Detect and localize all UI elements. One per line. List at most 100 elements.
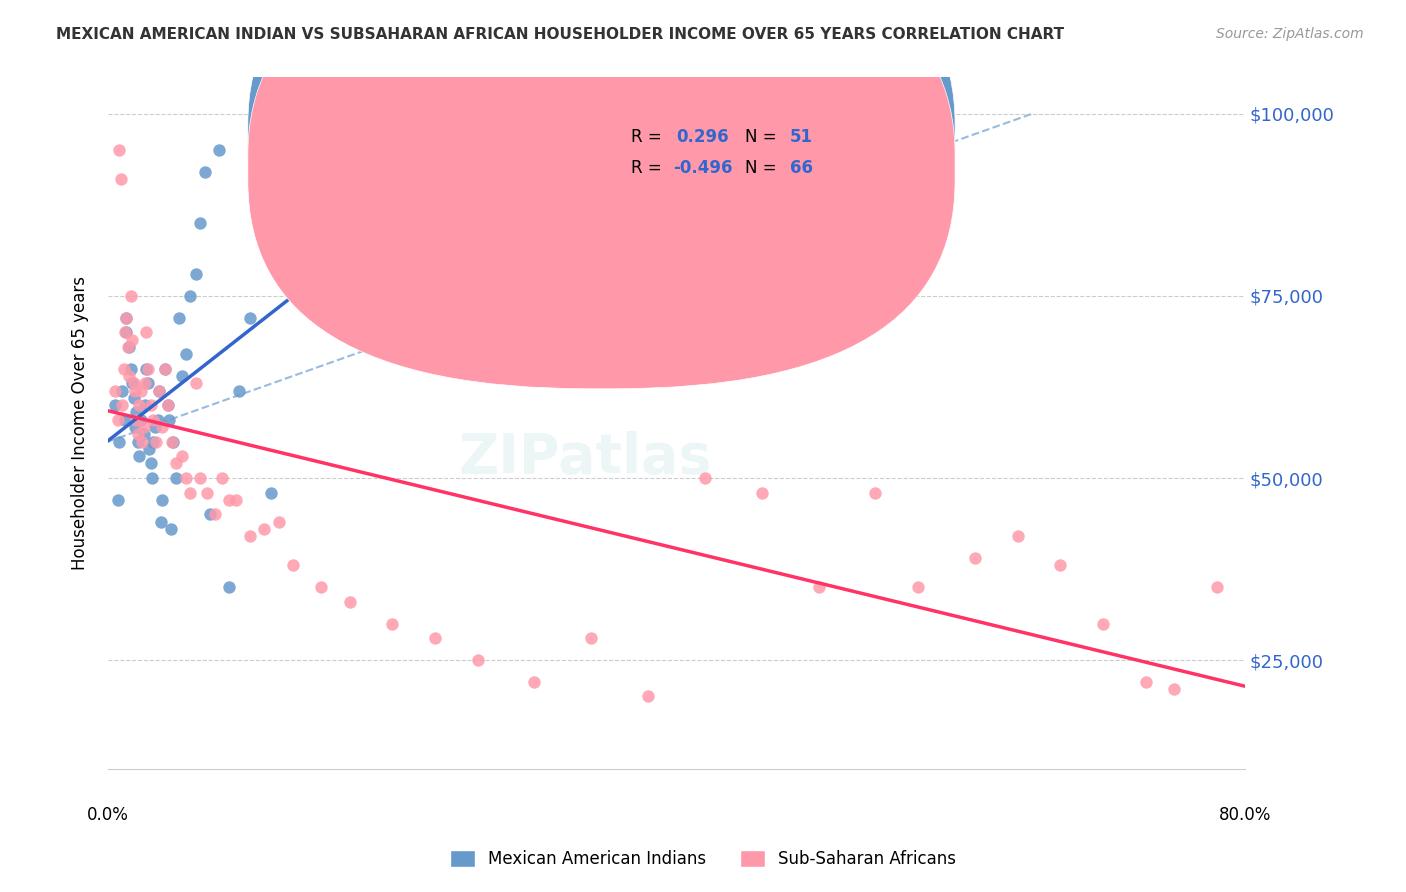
Point xyxy=(135,326,157,340)
Point xyxy=(153,361,176,376)
Point xyxy=(309,580,332,594)
Point xyxy=(309,289,332,303)
Point xyxy=(159,522,181,536)
Point xyxy=(353,158,375,172)
Point xyxy=(127,434,149,449)
Point xyxy=(142,413,165,427)
Point xyxy=(218,492,240,507)
Point xyxy=(141,471,163,485)
Point xyxy=(148,384,170,398)
Point xyxy=(157,413,180,427)
Point xyxy=(107,492,129,507)
Text: Source: ZipAtlas.com: Source: ZipAtlas.com xyxy=(1216,27,1364,41)
Point xyxy=(104,384,127,398)
Point xyxy=(179,485,201,500)
Point xyxy=(132,420,155,434)
Point xyxy=(115,326,138,340)
Point xyxy=(125,413,148,427)
Point xyxy=(148,384,170,398)
Point xyxy=(104,398,127,412)
Point xyxy=(170,449,193,463)
Point xyxy=(127,427,149,442)
Point xyxy=(260,485,283,500)
Y-axis label: Householder Income Over 65 years: Householder Income Over 65 years xyxy=(72,277,89,570)
Legend: Mexican American Indians, Sub-Saharan Africans: Mexican American Indians, Sub-Saharan Af… xyxy=(443,843,963,875)
Point xyxy=(204,508,226,522)
Point xyxy=(807,580,830,594)
Point xyxy=(114,413,136,427)
Point xyxy=(145,434,167,449)
Point xyxy=(136,361,159,376)
Point xyxy=(136,376,159,391)
Point xyxy=(865,485,887,500)
Point xyxy=(693,471,716,485)
Point xyxy=(423,632,446,646)
Point xyxy=(149,515,172,529)
Point xyxy=(228,384,250,398)
Point xyxy=(239,529,262,543)
Point xyxy=(117,340,139,354)
Point xyxy=(129,413,152,427)
Point xyxy=(467,653,489,667)
Point xyxy=(122,376,145,391)
Text: ZIPatlas: ZIPatlas xyxy=(458,431,713,485)
Text: 66: 66 xyxy=(790,159,813,178)
Text: 51: 51 xyxy=(790,128,813,146)
Text: N =: N = xyxy=(745,128,782,146)
Point xyxy=(156,398,179,412)
Point xyxy=(1049,558,1071,573)
Point xyxy=(121,333,143,347)
Point xyxy=(907,580,929,594)
Point xyxy=(139,398,162,412)
Point xyxy=(115,310,138,325)
Text: R =: R = xyxy=(631,159,666,178)
Point xyxy=(122,391,145,405)
Point xyxy=(167,310,190,325)
Point xyxy=(211,471,233,485)
Point xyxy=(124,420,146,434)
Point xyxy=(146,413,169,427)
Point xyxy=(751,485,773,500)
Point xyxy=(128,398,150,412)
Point xyxy=(174,471,197,485)
Point xyxy=(129,384,152,398)
Point xyxy=(115,310,138,325)
Point xyxy=(170,369,193,384)
Point xyxy=(132,427,155,442)
Point xyxy=(156,398,179,412)
Point xyxy=(150,492,173,507)
Point xyxy=(120,289,142,303)
Point xyxy=(138,442,160,456)
Point xyxy=(142,434,165,449)
Point xyxy=(112,361,135,376)
Point xyxy=(153,361,176,376)
Point xyxy=(239,310,262,325)
Text: -0.496: -0.496 xyxy=(673,159,733,178)
Point xyxy=(121,376,143,391)
Point xyxy=(225,492,247,507)
Point xyxy=(1135,674,1157,689)
Point xyxy=(200,508,222,522)
Point xyxy=(190,471,212,485)
Text: MEXICAN AMERICAN INDIAN VS SUBSAHARAN AFRICAN HOUSEHOLDER INCOME OVER 65 YEARS C: MEXICAN AMERICAN INDIAN VS SUBSAHARAN AF… xyxy=(56,27,1064,42)
Point xyxy=(281,179,304,194)
Point xyxy=(253,522,276,536)
Point xyxy=(581,632,603,646)
Text: R =: R = xyxy=(631,128,666,146)
Point xyxy=(174,347,197,361)
Point xyxy=(381,616,404,631)
Point xyxy=(160,434,183,449)
FancyBboxPatch shape xyxy=(568,112,898,209)
Point xyxy=(208,143,231,157)
Point xyxy=(184,267,207,281)
Point xyxy=(134,376,156,391)
Point xyxy=(139,457,162,471)
Point xyxy=(190,216,212,230)
Point xyxy=(179,289,201,303)
Point xyxy=(218,580,240,594)
Point xyxy=(108,143,131,157)
Point xyxy=(114,326,136,340)
Point xyxy=(963,551,986,566)
Point xyxy=(118,369,141,384)
Point xyxy=(1163,682,1185,697)
